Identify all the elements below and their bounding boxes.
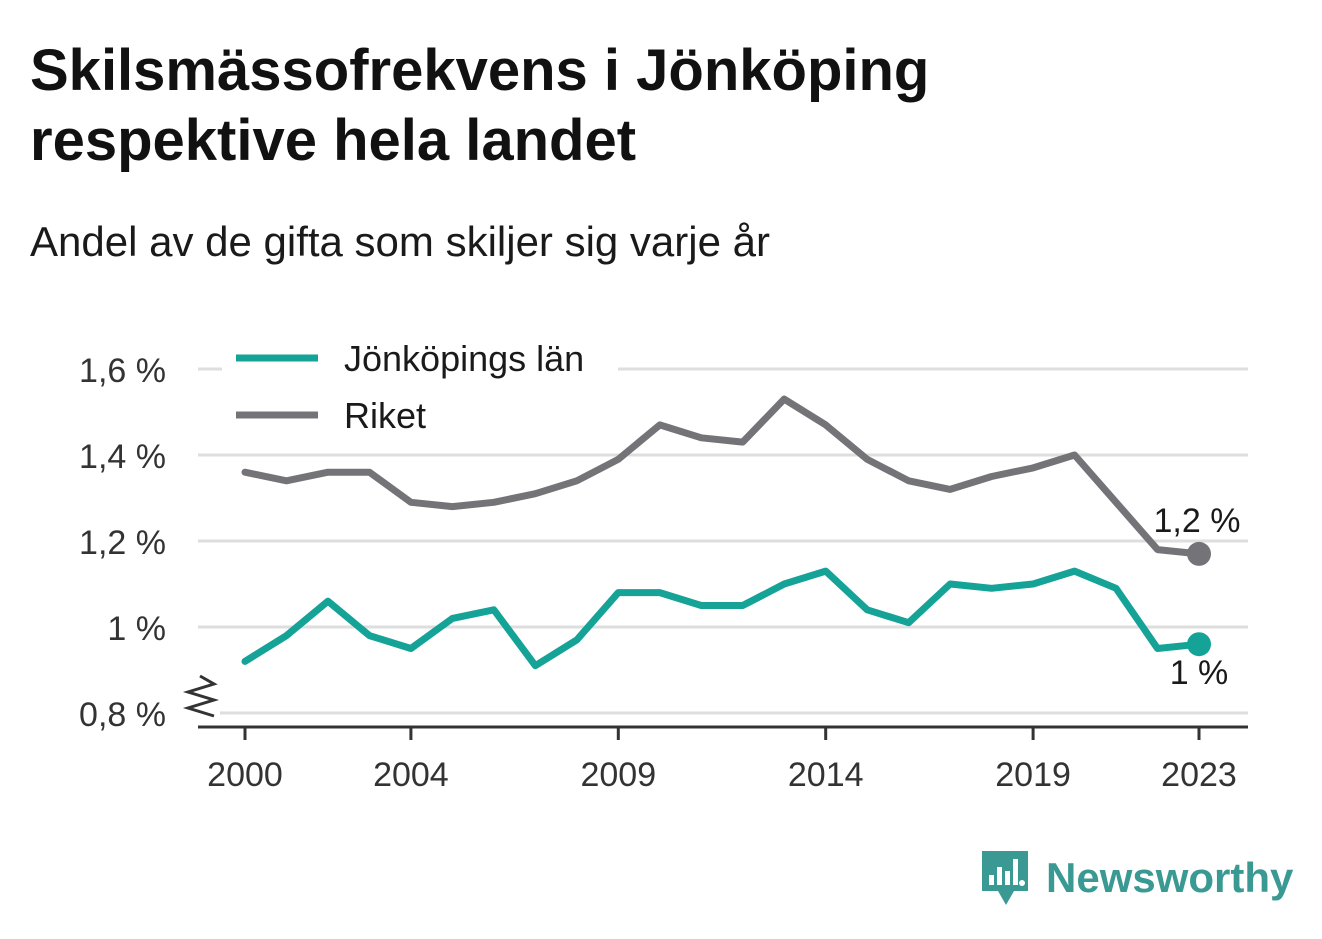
chart-subtitle: Andel av de gifta som skiljer sig varje …	[30, 218, 770, 265]
y-tick-label: 1,4 %	[79, 438, 166, 476]
y-tick-label: 0,8 %	[79, 696, 166, 734]
y-tick-label: 1 %	[107, 610, 166, 648]
newsworthy-icon	[982, 851, 1028, 905]
end-point-marker	[1187, 541, 1211, 566]
x-tick-label: 2023	[1161, 756, 1237, 794]
newsworthy-logo: Newsworthy	[980, 848, 1293, 908]
y-axis-ticks: 0,8 % 1 % 1,2 % 1,4 % 1,6 %	[79, 352, 220, 734]
series-lines: 1 % 1,2 %	[241, 395, 1243, 695]
series-line-jonkoping	[241, 567, 1203, 670]
y-tick-label: 1,2 %	[79, 524, 166, 562]
x-tick-label: 2004	[373, 756, 449, 794]
x-axis: 2000 2004 2009 2014 2019 2023	[198, 725, 1248, 794]
x-tick-label: 2000	[207, 756, 283, 794]
series-line-riket	[241, 395, 1203, 558]
x-tick-label: 2019	[995, 756, 1071, 794]
legend: Jönköpings län Riket	[222, 336, 618, 448]
axis-break-mark	[182, 674, 220, 718]
legend-label: Riket	[344, 395, 426, 436]
x-tick-label: 2014	[788, 756, 864, 794]
end-value-label: 1,2 %	[1154, 502, 1241, 540]
end-point-marker	[1187, 632, 1211, 657]
end-value-label: 1 %	[1170, 654, 1229, 692]
legend-label: Jönköpings län	[344, 338, 584, 379]
brand-name: Newsworthy	[1046, 854, 1294, 901]
chart-title: Skilsmässofrekvens i Jönköping respektiv…	[30, 38, 930, 173]
y-tick-label: 1,6 %	[79, 352, 166, 390]
x-tick-label: 2009	[580, 756, 656, 794]
